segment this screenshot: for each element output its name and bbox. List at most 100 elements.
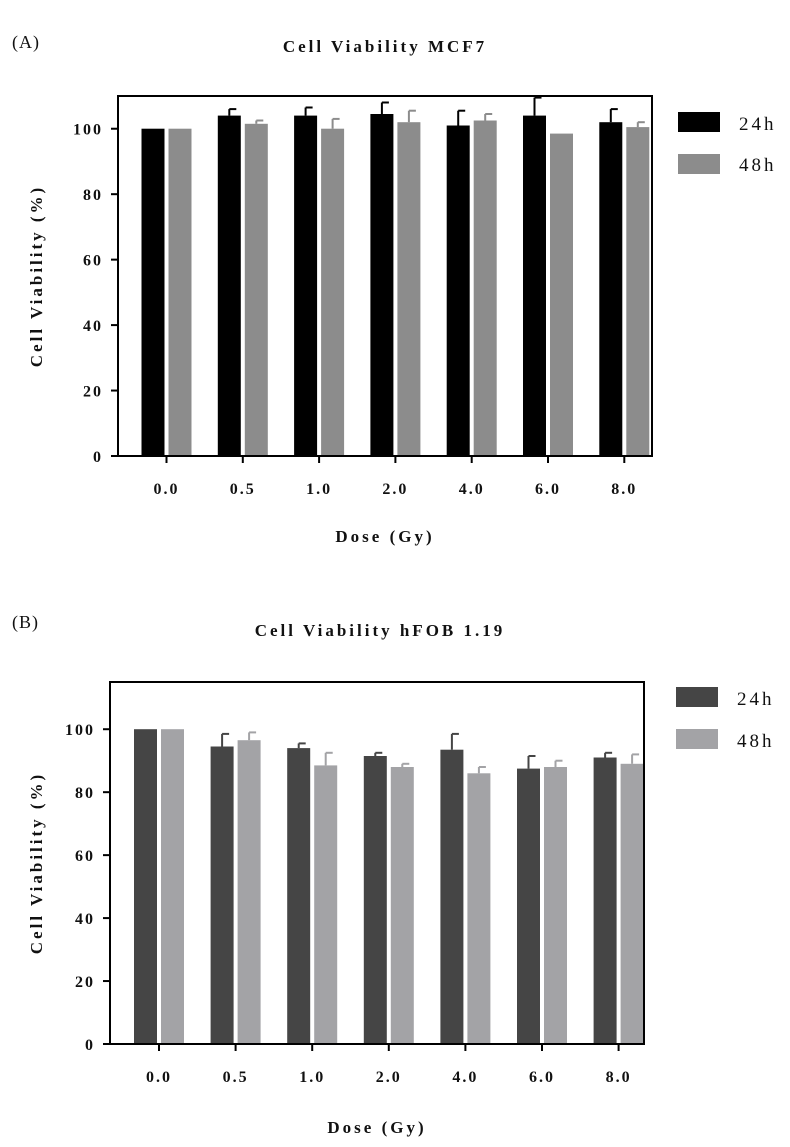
bar-24h-1.0 bbox=[287, 748, 311, 1044]
x-tick-label: 6.0 bbox=[535, 481, 561, 498]
chart-a-plot-frame bbox=[117, 95, 653, 457]
error-bar-24h-1.0 bbox=[297, 742, 306, 749]
bar-24h-8.0 bbox=[593, 757, 617, 1044]
chart-b-x-axis-label: Dose (Gy) bbox=[327, 1118, 426, 1137]
bar-24h-0.5 bbox=[217, 115, 241, 456]
error-bar-24h-0.5 bbox=[228, 108, 237, 116]
y-tick-label: 20 bbox=[83, 384, 103, 401]
chart-b-legend-label-24h: 24h bbox=[737, 689, 775, 710]
x-tick-label: 0.5 bbox=[223, 1069, 249, 1086]
x-tick-label: 8.0 bbox=[606, 1069, 632, 1086]
x-tick-label: 1.0 bbox=[306, 481, 332, 498]
chart-b-legend-label-48h: 48h bbox=[737, 731, 775, 752]
error-bar-24h-8.0 bbox=[604, 751, 613, 758]
y-tick-label: 0 bbox=[85, 1037, 95, 1054]
chart-a-x-axis: 0.0 0.5 1.0 2.0 4.0 6.0 8.0 bbox=[154, 456, 637, 498]
error-bar-24h-4.0 bbox=[450, 732, 459, 750]
error-bar-48h-4.0 bbox=[484, 113, 493, 121]
bar-48h-0.5 bbox=[244, 123, 268, 457]
x-tick-label: 0.0 bbox=[154, 481, 180, 498]
bar-24h-4.0 bbox=[446, 125, 470, 456]
bar-24h-2.0 bbox=[363, 756, 387, 1044]
y-tick-label: 0 bbox=[93, 449, 103, 466]
chart-a-y-axis-label: Cell Viability (%) bbox=[27, 185, 46, 367]
bar-24h-1.0 bbox=[294, 115, 318, 456]
bar-48h-8.0 bbox=[626, 127, 650, 456]
chart-a-legend-label-48h: 48h bbox=[739, 155, 777, 176]
y-tick-label: 100 bbox=[73, 122, 103, 139]
bar-48h-2.0 bbox=[397, 122, 421, 456]
bar-48h-4.0 bbox=[473, 120, 497, 456]
y-tick-label: 80 bbox=[83, 187, 103, 204]
chart-a-y-axis: 0 20 40 60 80 100 bbox=[73, 122, 118, 466]
x-tick-label: 2.0 bbox=[382, 481, 408, 498]
chart-a-legend: 24h 48h bbox=[678, 112, 777, 176]
error-bar-48h-0.5 bbox=[255, 119, 264, 124]
bar-24h-6.0 bbox=[523, 115, 546, 456]
bar-48h-2.0 bbox=[390, 767, 414, 1044]
error-bar-48h-1.0 bbox=[331, 117, 340, 129]
error-bar-48h-6.0 bbox=[554, 759, 563, 767]
bar-24h-0.0 bbox=[134, 729, 157, 1044]
chart-a-bars bbox=[141, 96, 650, 457]
x-tick-label: 6.0 bbox=[529, 1069, 555, 1086]
x-tick-label: 4.0 bbox=[452, 1069, 478, 1086]
error-bar-24h-2.0 bbox=[380, 101, 389, 114]
panel-b-label: (B) bbox=[12, 612, 39, 633]
bar-48h-1.0 bbox=[314, 765, 338, 1044]
y-tick-label: 20 bbox=[75, 974, 95, 991]
error-bar-24h-8.0 bbox=[609, 108, 618, 123]
bar-24h-2.0 bbox=[370, 114, 394, 456]
bar-48h-6.0 bbox=[550, 133, 573, 456]
chart-a-legend-swatch-48h bbox=[678, 154, 720, 174]
chart-b-title: Cell Viability hFOB 1.19 bbox=[255, 621, 506, 640]
error-bar-24h-2.0 bbox=[374, 751, 383, 756]
error-bar-48h-8.0 bbox=[631, 753, 640, 764]
chart-b: (B) Cell Viability hFOB 1.19 0 20 40 60 80 10… bbox=[12, 612, 775, 1137]
error-bar-48h-4.0 bbox=[477, 766, 486, 774]
chart-a-title: Cell Viability MCF7 bbox=[283, 37, 487, 56]
error-bar-24h-1.0 bbox=[304, 106, 313, 116]
x-tick-label: 0.0 bbox=[146, 1069, 172, 1086]
bar-24h-4.0 bbox=[440, 749, 464, 1044]
bar-24h-6.0 bbox=[517, 768, 540, 1044]
chart-a-legend-swatch-24h bbox=[678, 112, 720, 132]
chart-b-x-axis: 0.0 0.5 1.0 2.0 4.0 6.0 8.0 bbox=[146, 1044, 632, 1086]
bar-48h-1.0 bbox=[321, 128, 345, 456]
chart-b-legend-swatch-24h bbox=[676, 687, 718, 707]
bar-24h-0.0 bbox=[141, 128, 165, 456]
bar-48h-4.0 bbox=[467, 773, 491, 1044]
chart-a-legend-label-24h: 24h bbox=[739, 114, 777, 135]
y-tick-label: 40 bbox=[83, 318, 103, 335]
error-bar-48h-8.0 bbox=[636, 121, 645, 128]
error-bar-48h-1.0 bbox=[324, 751, 333, 766]
error-bar-24h-4.0 bbox=[457, 109, 466, 126]
bar-24h-0.5 bbox=[210, 746, 234, 1044]
x-tick-label: 2.0 bbox=[376, 1069, 402, 1086]
chart-b-legend-swatch-48h bbox=[676, 729, 718, 749]
panel-a-label: (A) bbox=[12, 32, 40, 53]
bar-48h-6.0 bbox=[544, 767, 567, 1044]
chart-a: (A) Cell Viability MCF7 0 20 40 60 80 100 0.0… bbox=[12, 32, 777, 546]
chart-a-x-axis-label: Dose (Gy) bbox=[335, 527, 434, 546]
y-tick-label: 80 bbox=[75, 785, 95, 802]
error-bar-24h-6.0 bbox=[527, 755, 536, 769]
error-bar-48h-2.0 bbox=[407, 109, 416, 123]
y-tick-label: 60 bbox=[83, 253, 103, 270]
bar-48h-0.0 bbox=[168, 128, 192, 456]
error-bar-48h-0.5 bbox=[248, 731, 257, 741]
y-tick-label: 60 bbox=[75, 848, 95, 865]
bar-24h-8.0 bbox=[599, 122, 623, 456]
x-tick-label: 1.0 bbox=[299, 1069, 325, 1086]
bar-48h-0.5 bbox=[237, 740, 261, 1044]
x-tick-label: 8.0 bbox=[611, 481, 637, 498]
error-bar-48h-2.0 bbox=[401, 762, 410, 767]
chart-b-y-axis: 0 20 40 60 80 100 bbox=[65, 722, 110, 1054]
y-tick-label: 40 bbox=[75, 911, 95, 928]
chart-b-legend: 24h 48h bbox=[676, 687, 775, 752]
x-tick-label: 4.0 bbox=[459, 481, 485, 498]
bar-48h-8.0 bbox=[620, 763, 644, 1044]
bar-48h-0.0 bbox=[161, 729, 184, 1044]
chart-b-bars bbox=[134, 729, 644, 1044]
